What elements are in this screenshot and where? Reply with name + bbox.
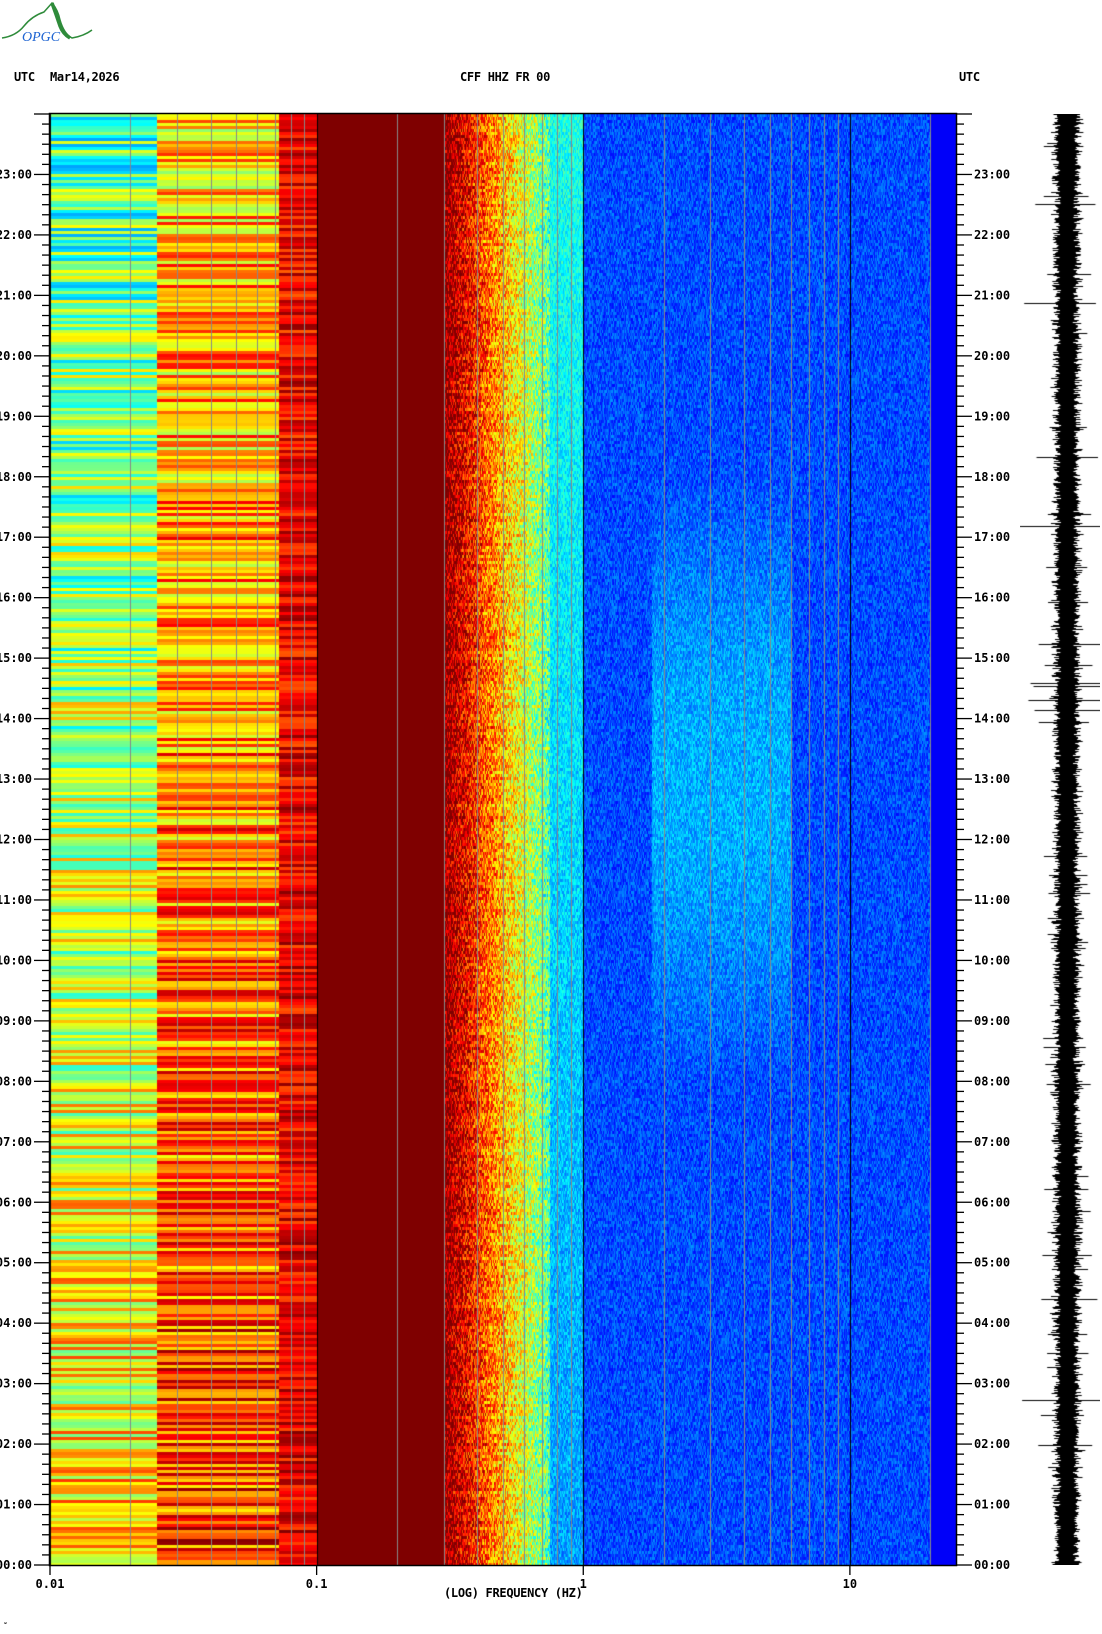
y-tick-label-left: 22:00: [0, 228, 32, 242]
svg-text:OPGC: OPGC: [22, 30, 61, 45]
y-tick-label-right: 17:00: [974, 530, 1010, 544]
station-title: CFF HHZ FR 00: [460, 70, 551, 84]
y-tick-label-left: 15:00: [0, 651, 32, 665]
spectrogram-heatmap: [50, 114, 956, 1565]
x-tick-label: 0.1: [306, 1577, 328, 1591]
y-tick-label-right: 06:00: [974, 1195, 1010, 1209]
y-tick-label-right: 07:00: [974, 1135, 1010, 1149]
y-tick-label-left: 03:00: [0, 1377, 32, 1391]
y-tick-label-left: 14:00: [0, 712, 32, 726]
y-tick-label-right: 12:00: [974, 833, 1010, 847]
y-tick-label-left: 12:00: [0, 833, 32, 847]
y-tick-label-left: 11:00: [0, 893, 32, 907]
y-tick-label-right: 14:00: [974, 712, 1010, 726]
y-tick-label-right: 23:00: [974, 167, 1010, 181]
y-tick-label-left: 08:00: [0, 1074, 32, 1088]
y-tick-label-right: 04:00: [974, 1316, 1010, 1330]
y-tick-label-left: 10:00: [0, 953, 32, 967]
x-tick-label: 0.01: [36, 1577, 65, 1591]
y-tick-label-right: 22:00: [974, 228, 1010, 242]
y-tick-label-left: 05:00: [0, 1256, 32, 1270]
y-tick-label-left: 07:00: [0, 1135, 32, 1149]
y-tick-label-left: 19:00: [0, 409, 32, 423]
y-tick-label-right: 21:00: [974, 288, 1010, 302]
y-tick-label-right: 08:00: [974, 1074, 1010, 1088]
y-tick-label-right: 03:00: [974, 1377, 1010, 1391]
y-tick-label-left: 21:00: [0, 288, 32, 302]
x-tick-label: 1: [580, 1577, 587, 1591]
y-tick-label-left: 23:00: [0, 167, 32, 181]
y-tick-label-left: 20:00: [0, 349, 32, 363]
y-tick-label-right: 02:00: [974, 1437, 1010, 1451]
y-tick-label-right: 01:00: [974, 1498, 1010, 1512]
y-tick-label-left: 04:00: [0, 1316, 32, 1330]
y-tick-label-right: 18:00: [974, 470, 1010, 484]
y-tick-label-right: 10:00: [974, 953, 1010, 967]
right-timezone-label: UTC: [959, 70, 980, 84]
y-tick-label-right: 20:00: [974, 349, 1010, 363]
y-tick-label-right: 05:00: [974, 1256, 1010, 1270]
opgc-logo: OPGC: [1, 1, 93, 45]
y-tick-label-left: 17:00: [0, 530, 32, 544]
x-tick-label: 10: [843, 1577, 857, 1591]
y-tick-label-right: 11:00: [974, 893, 1010, 907]
seismogram-trace: [1020, 114, 1100, 1565]
y-tick-label-right: 15:00: [974, 651, 1010, 665]
y-tick-label-left: 06:00: [0, 1195, 32, 1209]
y-tick-label-left: 00:00: [0, 1558, 32, 1572]
y-tick-label-left: 13:00: [0, 772, 32, 786]
y-tick-label-right: 16:00: [974, 591, 1010, 605]
y-tick-label-left: 01:00: [0, 1498, 32, 1512]
y-tick-label-right: 19:00: [974, 409, 1010, 423]
y-tick-label-left: 18:00: [0, 470, 32, 484]
y-tick-label-left: 09:00: [0, 1014, 32, 1028]
plot-frame: [48, 112, 958, 1567]
y-tick-label-left: 16:00: [0, 591, 32, 605]
y-tick-label-right: 00:00: [974, 1558, 1010, 1572]
y-tick-label-right: 09:00: [974, 1014, 1010, 1028]
left-timezone-label: UTC: [14, 70, 35, 84]
y-tick-label-right: 13:00: [974, 772, 1010, 786]
y-tick-label-left: 02:00: [0, 1437, 32, 1451]
date-label: Mar14,2026: [50, 70, 120, 84]
x-axis-label: (LOG) FREQUENCY (HZ): [444, 1586, 583, 1600]
